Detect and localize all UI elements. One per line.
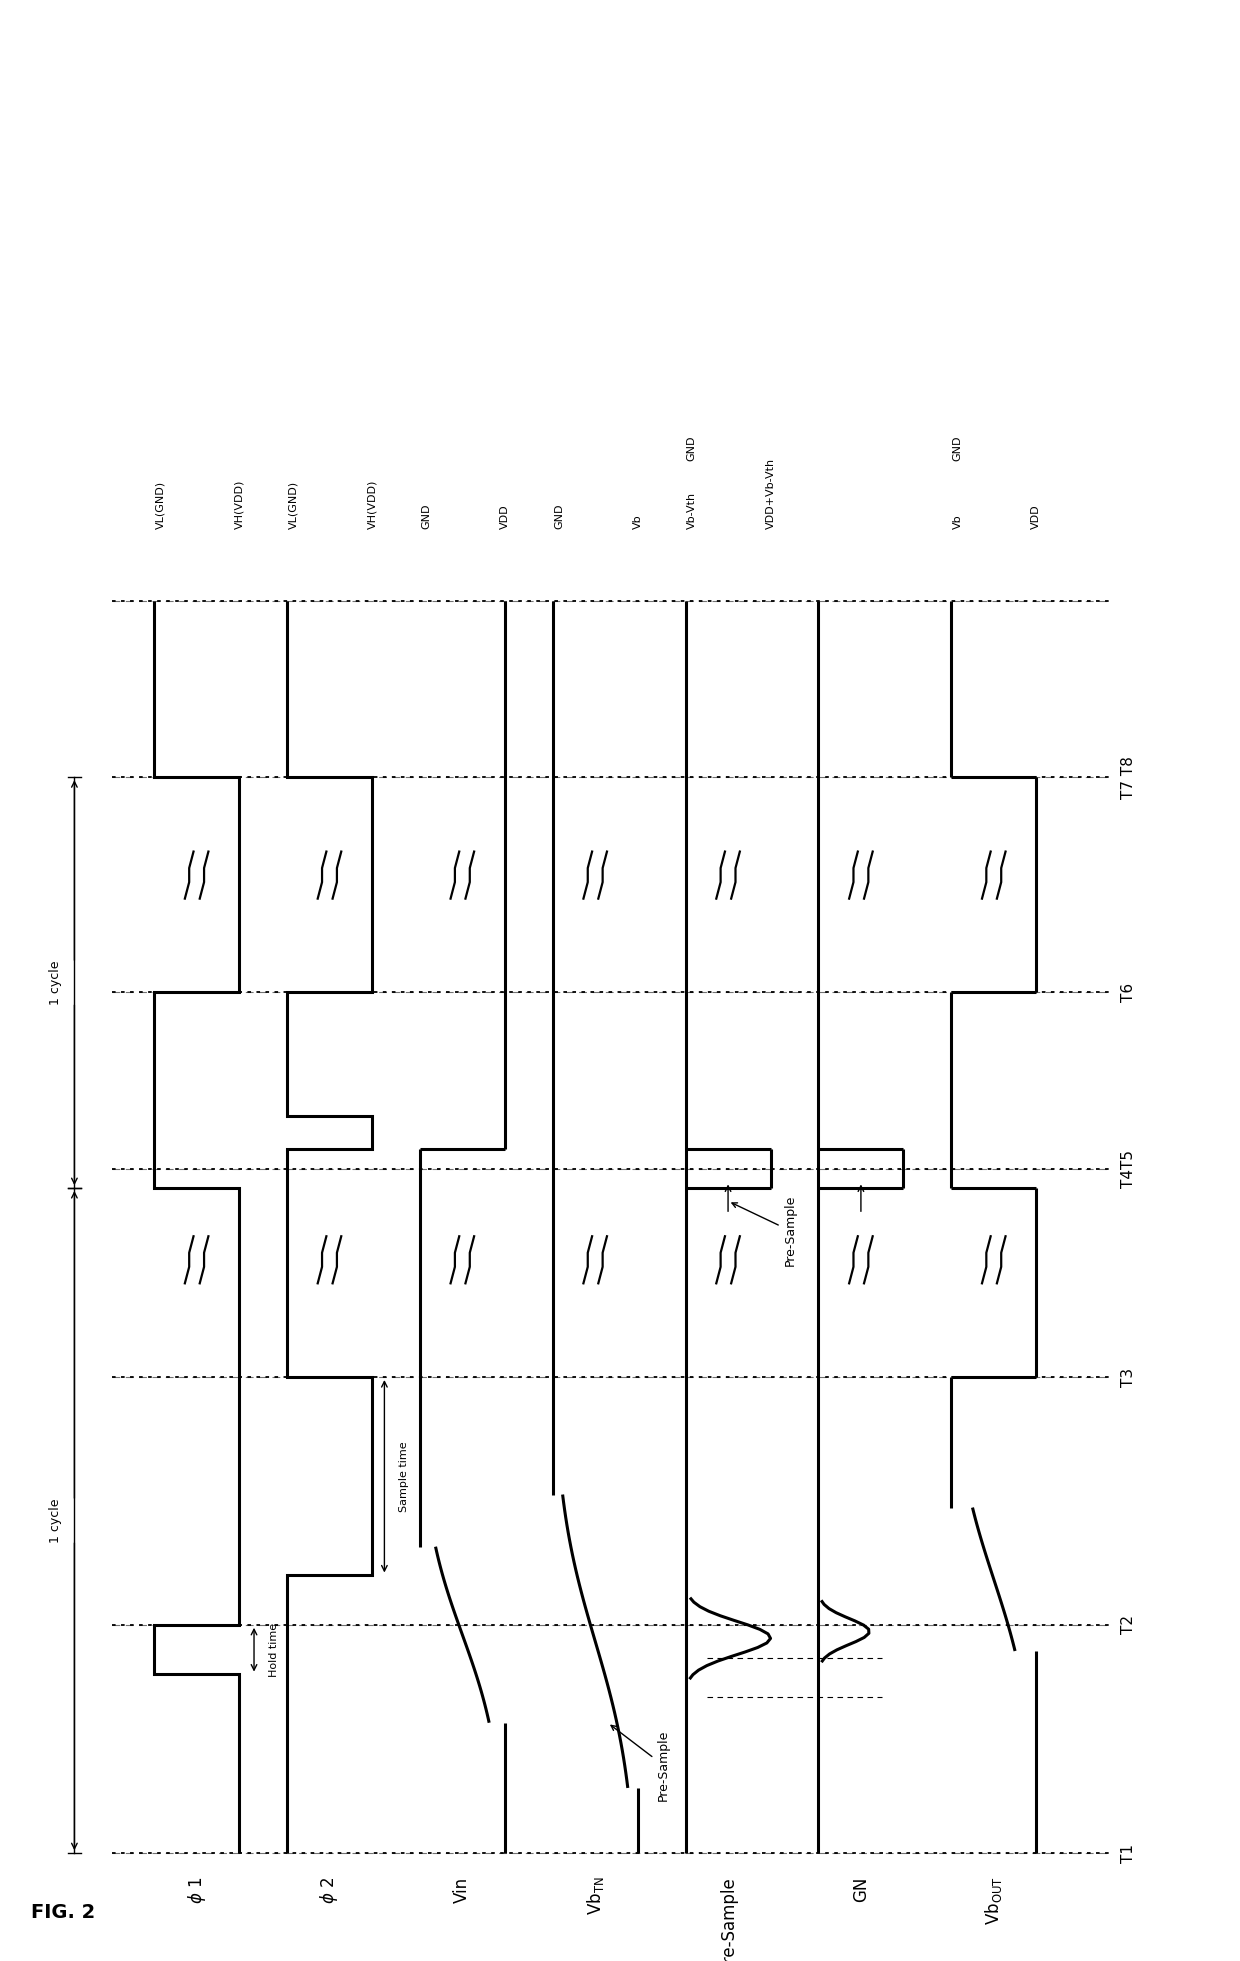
Text: Vin: Vin (454, 1877, 471, 1902)
Text: GND: GND (422, 504, 432, 529)
Text: Pre-Sample: Pre-Sample (611, 1726, 670, 1800)
Text: GND: GND (687, 435, 697, 461)
Text: T1: T1 (1121, 1843, 1136, 1863)
Text: T6: T6 (1121, 982, 1136, 1002)
Text: Pre-Sample: Pre-Sample (719, 1877, 737, 1961)
Text: GND: GND (952, 435, 962, 461)
Text: Hold time: Hold time (269, 1622, 279, 1677)
Text: T7 T8: T7 T8 (1121, 755, 1136, 798)
Text: VL(GND): VL(GND) (155, 480, 165, 529)
Text: 1 cycle: 1 cycle (50, 961, 62, 1004)
Text: 1 cycle: 1 cycle (50, 1498, 62, 1543)
Text: Vb$_{\mathrm{TN}}$: Vb$_{\mathrm{TN}}$ (585, 1877, 605, 1916)
Text: VDD+Vb-Vth: VDD+Vb-Vth (765, 459, 775, 529)
Text: VL(GND): VL(GND) (288, 480, 298, 529)
Text: T2: T2 (1121, 1616, 1136, 1634)
Text: VDD: VDD (1032, 504, 1042, 529)
Text: Vb$_{\mathrm{OUT}}$: Vb$_{\mathrm{OUT}}$ (983, 1877, 1004, 1926)
Text: T3: T3 (1121, 1367, 1136, 1386)
Text: VH(VDD): VH(VDD) (234, 480, 244, 529)
Text: Vb: Vb (632, 516, 642, 529)
Text: Vb-Vth: Vb-Vth (687, 492, 697, 529)
Text: $\phi$ 1: $\phi$ 1 (186, 1877, 207, 1904)
Text: FIG. 2: FIG. 2 (31, 1902, 95, 1922)
Text: VH(VDD): VH(VDD) (367, 480, 377, 529)
Text: T4T5: T4T5 (1121, 1149, 1136, 1188)
Text: Pre-Sample: Pre-Sample (732, 1194, 796, 1267)
Text: Vb: Vb (952, 516, 962, 529)
Text: VDD: VDD (500, 504, 510, 529)
Text: GN: GN (852, 1877, 870, 1902)
Text: $\phi$ 2: $\phi$ 2 (319, 1877, 341, 1904)
Text: GND: GND (554, 504, 564, 529)
Text: Sample time: Sample time (399, 1441, 409, 1512)
